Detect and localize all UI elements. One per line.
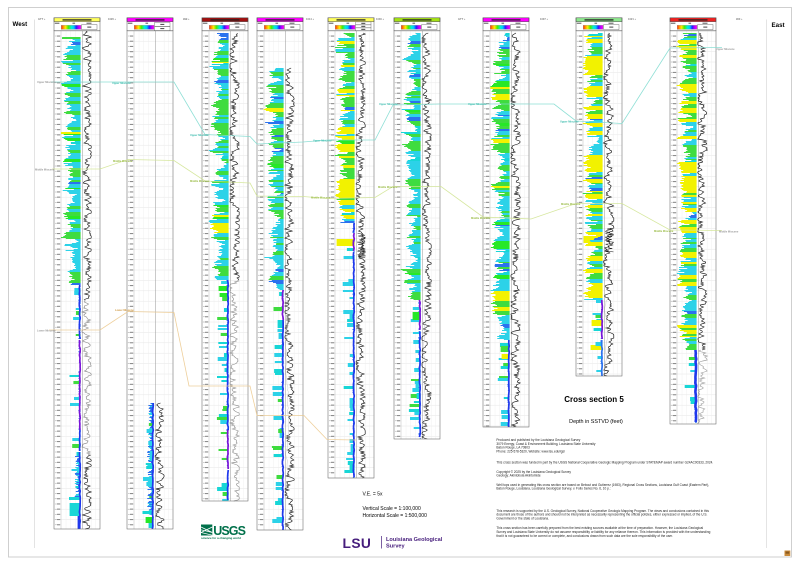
svg-text:Well tops used in generating t: Well tops used in generating this cross …: [496, 483, 709, 487]
svg-text:Upper Miocene: Upper Miocene: [37, 80, 56, 84]
svg-text:Upper Miocene: Upper Miocene: [468, 102, 487, 106]
svg-text:Middle Miocene: Middle Miocene: [35, 167, 55, 171]
svg-text:Upper Miocene: Upper Miocene: [379, 102, 398, 106]
svg-text:This research is supported by: This research is supported by the U.S. G…: [496, 509, 709, 513]
svg-text:Upper Miocene: Upper Miocene: [112, 81, 131, 85]
svg-text:science for a changing world: science for a changing world: [201, 536, 241, 540]
svg-text:Louisiana Geological: Louisiana Geological: [386, 537, 443, 543]
svg-text:West: West: [13, 21, 28, 28]
svg-text:that it is not guaranteed to b: that it is not guaranteed to be correct …: [496, 534, 673, 538]
svg-text:Middle Miocene: Middle Miocene: [378, 185, 398, 189]
svg-text:3079 Energy, Coast & Environme: 3079 Energy, Coast & Environment Buildin…: [496, 442, 596, 446]
svg-text:Upper Miocene: Upper Miocene: [313, 138, 332, 142]
svg-text:This cross section was funded: This cross section was funded in part by…: [496, 461, 713, 465]
svg-text:1030 +: 1030 +: [376, 17, 384, 21]
svg-text:1021 +: 1021 +: [628, 17, 636, 21]
svg-text:Survey and Louisiana State Uni: Survey and Louisiana State University do…: [496, 530, 710, 534]
svg-text:Survey: Survey: [386, 544, 406, 550]
svg-text:Phone: 225-578-5320, Website:: Phone: 225-578-5320, Website: www.lsu.ed…: [496, 450, 565, 454]
svg-text:Middle Miocene: Middle Miocene: [471, 216, 491, 220]
svg-text:East: East: [772, 22, 785, 29]
svg-text:Upper Miocene: Upper Miocene: [716, 47, 735, 51]
svg-text:Copyright © 2025 by the Louisi: Copyright © 2025 by the Louisiana Geolog…: [496, 470, 571, 474]
svg-text:1007 +: 1007 +: [540, 17, 548, 21]
svg-text:900 +: 900 +: [736, 17, 743, 21]
svg-text:V.E. = 5x: V.E. = 5x: [363, 492, 383, 498]
svg-text:LSU: LSU: [343, 536, 372, 551]
svg-text:Middle Miocene: Middle Miocene: [719, 230, 739, 234]
svg-text:Baton Rouge, Louisiana, Louisi: Baton Rouge, Louisiana, Louisiana Geolog…: [496, 487, 610, 491]
svg-text:GTT +: GTT +: [38, 17, 46, 21]
svg-text:Geology: Akintobola Akintomide: Geology: Akintobola Akintomide: [496, 474, 540, 478]
svg-text:This cross section has been ca: This cross section has been carefully pr…: [496, 526, 703, 530]
svg-text:GTT +: GTT +: [458, 17, 466, 21]
svg-text:Middle Miocene: Middle Miocene: [113, 159, 133, 163]
svg-text:Middle Miocene: Middle Miocene: [654, 229, 674, 233]
svg-text:Baton Rouge, LA 70803: Baton Rouge, LA 70803: [496, 446, 530, 450]
svg-text:Middle Miocene: Middle Miocene: [561, 202, 581, 206]
svg-text:Government or the state of Lou: Government or the state of Louisiana.: [496, 517, 549, 521]
svg-text:Upper Miocene: Upper Miocene: [190, 133, 209, 137]
svg-text:Lower Miocene: Lower Miocene: [37, 329, 56, 333]
svg-text:Cross section 5: Cross section 5: [564, 395, 624, 404]
svg-text:USGS: USGS: [213, 524, 245, 538]
svg-text:999 +: 999 +: [183, 17, 190, 21]
svg-text:Middle Miocene: Middle Miocene: [311, 196, 331, 200]
svg-text:1026 +: 1026 +: [108, 17, 116, 21]
svg-text:Middle Miocene: Middle Miocene: [190, 179, 210, 183]
svg-text:Upper Miocene: Upper Miocene: [560, 120, 579, 124]
svg-text:Produced and published by the: Produced and published by the Louisiana …: [496, 438, 580, 442]
svg-text:Horizontal Scale = 1:500,000: Horizontal Scale = 1:500,000: [363, 513, 428, 519]
svg-text:Lower Miocene: Lower Miocene: [115, 308, 134, 312]
svg-text:document are those of the auth: document are those of the authors and sh…: [496, 513, 707, 517]
svg-text:Vertical Scale = 1:100,000: Vertical Scale = 1:100,000: [363, 506, 421, 512]
svg-text:Depth in SSTVD (feet): Depth in SSTVD (feet): [569, 419, 623, 425]
svg-text:1014 +: 1014 +: [306, 17, 314, 21]
